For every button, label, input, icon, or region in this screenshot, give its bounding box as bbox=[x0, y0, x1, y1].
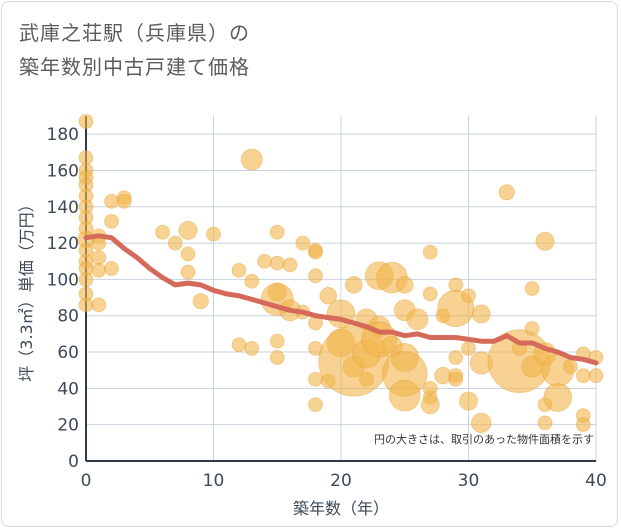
x-tick-label: 40 bbox=[585, 471, 607, 491]
x-tick-labels: 0 10 20 30 40 bbox=[81, 471, 607, 491]
data-point bbox=[448, 350, 464, 365]
data-point bbox=[178, 220, 198, 240]
x-tick-label: 0 bbox=[81, 471, 92, 491]
data-point bbox=[180, 246, 196, 262]
data-point bbox=[422, 286, 438, 302]
y-tick-label: 0 bbox=[68, 452, 79, 472]
data-point bbox=[388, 379, 421, 412]
x-tick-label: 10 bbox=[203, 471, 225, 491]
y-tick-label: 180 bbox=[47, 125, 79, 145]
data-point bbox=[524, 320, 540, 336]
data-point bbox=[78, 271, 94, 287]
y-tick-label: 100 bbox=[47, 270, 79, 290]
y-tick-label: 40 bbox=[57, 379, 79, 399]
data-point bbox=[420, 395, 440, 415]
data-point bbox=[524, 281, 540, 296]
data-point bbox=[244, 340, 260, 356]
data-point bbox=[257, 253, 272, 269]
title-line-1: 武庫之荘駅（兵庫県）の bbox=[19, 21, 250, 45]
data-point bbox=[231, 262, 247, 278]
data-point bbox=[344, 275, 363, 294]
title-line-2: 築年数別中古戸建て価格 bbox=[19, 55, 250, 79]
data-point bbox=[308, 397, 323, 413]
data-point bbox=[116, 193, 132, 209]
data-point bbox=[308, 268, 323, 284]
data-point bbox=[461, 340, 476, 356]
data-point bbox=[471, 304, 491, 324]
data-point bbox=[78, 297, 94, 313]
data-point bbox=[192, 293, 209, 310]
data-point bbox=[155, 224, 170, 240]
data-point bbox=[104, 261, 119, 277]
data-point bbox=[537, 415, 553, 431]
data-point bbox=[543, 382, 573, 412]
y-tick-label: 80 bbox=[57, 307, 79, 327]
data-point bbox=[319, 286, 338, 305]
data-point bbox=[588, 368, 604, 384]
data-point bbox=[269, 333, 285, 349]
data-point bbox=[269, 255, 285, 271]
data-point bbox=[308, 371, 323, 387]
chart-title: 武庫之荘駅（兵庫県）の 築年数別中古戸建て価格 bbox=[19, 16, 250, 84]
data-point bbox=[244, 273, 260, 289]
data-point bbox=[458, 391, 479, 411]
data-point bbox=[406, 308, 429, 331]
data-point bbox=[282, 257, 298, 273]
data-point bbox=[78, 150, 94, 166]
data-point bbox=[269, 224, 285, 240]
y-tick-labels: 0 20 40 60 80 100 120 140 160 180 bbox=[47, 125, 79, 472]
data-point bbox=[535, 231, 555, 251]
data-point bbox=[575, 417, 591, 433]
data-point bbox=[359, 371, 374, 387]
data-point bbox=[395, 275, 414, 294]
data-point bbox=[295, 235, 311, 251]
data-point bbox=[448, 371, 464, 387]
data-point bbox=[498, 184, 515, 201]
data-point bbox=[180, 264, 196, 280]
data-point bbox=[104, 193, 119, 209]
data-point bbox=[206, 226, 221, 242]
data-point bbox=[104, 213, 119, 229]
x-axis-title: 築年数（年） bbox=[293, 499, 389, 518]
data-point bbox=[461, 288, 476, 304]
data-point bbox=[231, 337, 247, 353]
data-point bbox=[269, 350, 285, 365]
y-tick-label: 160 bbox=[47, 161, 79, 181]
data-point bbox=[470, 412, 492, 434]
data-point bbox=[575, 368, 591, 384]
size-note: 円の大きさは、取引のあった物件面積を示す bbox=[374, 432, 594, 446]
y-axis-title: 坪（3.3㎡）単価（万円） bbox=[17, 196, 36, 381]
data-point bbox=[91, 262, 107, 278]
data-point bbox=[240, 148, 263, 171]
data-point bbox=[448, 277, 464, 293]
y-tick-label: 120 bbox=[47, 234, 79, 254]
data-point bbox=[563, 359, 578, 375]
data-point bbox=[422, 244, 438, 260]
x-tick-label: 20 bbox=[330, 471, 352, 491]
data-point bbox=[308, 244, 323, 260]
y-tick-label: 60 bbox=[57, 343, 79, 363]
data-point bbox=[91, 297, 107, 313]
x-tick-label: 30 bbox=[458, 471, 480, 491]
trend-line bbox=[83, 233, 599, 366]
data-point bbox=[91, 250, 107, 266]
data-point bbox=[167, 235, 183, 251]
data-point bbox=[78, 113, 94, 129]
y-tick-label: 20 bbox=[57, 416, 79, 436]
y-tick-label: 140 bbox=[47, 198, 79, 218]
